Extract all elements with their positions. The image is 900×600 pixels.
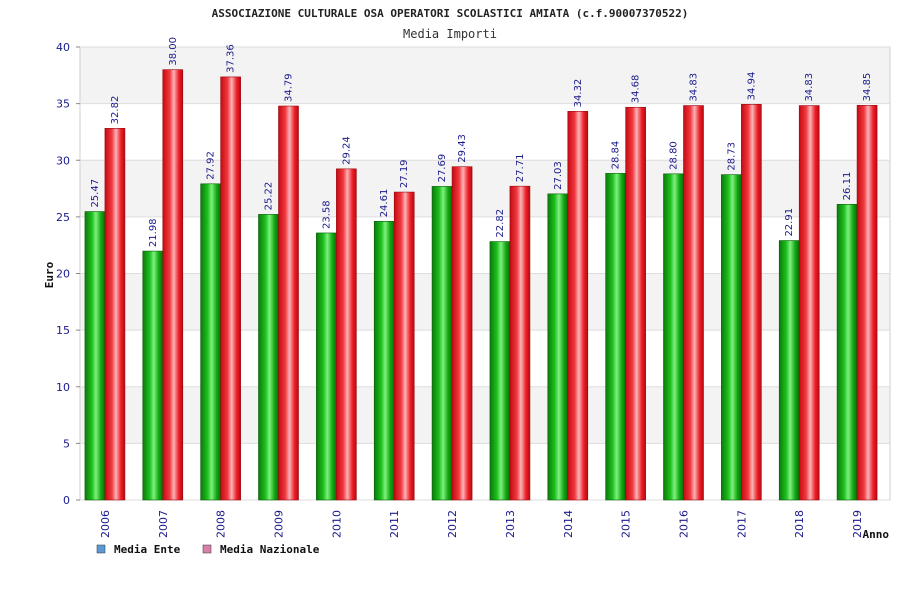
bar-media-nazionale-2008 — [220, 76, 241, 501]
bar-media-ente-2010 — [316, 232, 337, 501]
data-label-media-nazionale: 34.85 — [862, 73, 873, 102]
data-label-media-ente: 28.84 — [611, 141, 622, 170]
bar-media-ente-2018 — [778, 240, 800, 501]
x-tick-label: 2018 — [793, 510, 806, 538]
y-tick-label: 15 — [56, 324, 70, 337]
x-axis-ticks: 2006 2007 2008 2009 2010 2011 2012 2013 2014 2015… — [99, 510, 864, 538]
data-label-media-nazionale: 34.94 — [746, 72, 757, 101]
y-axis-label: Euro — [43, 261, 56, 288]
data-label-media-nazionale: 34.32 — [573, 79, 584, 108]
data-label-media-nazionale: 34.83 — [804, 73, 815, 102]
data-label-media-nazionale: 34.83 — [689, 73, 700, 102]
bar-media-ente-2016 — [663, 173, 684, 501]
data-label-media-nazionale: 29.43 — [457, 134, 468, 163]
data-label-media-ente: 27.03 — [553, 161, 564, 190]
x-tick-label: 2006 — [99, 510, 112, 538]
bar-media-nazionale-2007 — [162, 69, 184, 501]
bar-media-ente-2008 — [200, 183, 221, 501]
data-label-media-ente: 22.82 — [495, 209, 506, 238]
bar-media-nazionale-2009 — [278, 105, 299, 501]
x-tick-label: 2012 — [446, 510, 459, 538]
data-label-media-ente: 24.61 — [379, 189, 390, 218]
x-tick-label: 2016 — [678, 510, 691, 538]
y-tick-label: 0 — [63, 494, 70, 507]
data-label-media-ente: 28.80 — [669, 141, 680, 170]
bar-media-ente-2009 — [258, 214, 279, 501]
bar-media-ente-2014 — [547, 193, 569, 501]
bars-group: 25.47 32.82 21.98 38.00 27.92 37.36 25.22 34.79… — [84, 37, 878, 501]
data-label-media-ente: 23.58 — [321, 200, 332, 229]
bar-media-ente-2017 — [721, 174, 742, 501]
bar-media-ente-2011 — [373, 220, 395, 501]
y-tick-label: 30 — [56, 154, 70, 167]
bar-media-ente-2007 — [142, 250, 164, 501]
bar-media-nazionale-2010 — [336, 168, 357, 501]
bar-media-nazionale-2019 — [856, 105, 878, 501]
plot-band — [80, 47, 890, 104]
chart-title: ASSOCIAZIONE CULTURALE OSA OPERATORI SCO… — [212, 7, 689, 20]
y-tick-label: 5 — [63, 437, 70, 450]
y-tick-label: 40 — [56, 41, 70, 54]
data-label-media-nazionale: 34.79 — [284, 73, 295, 102]
y-tick-label: 35 — [56, 98, 70, 111]
bar-media-nazionale-2017 — [741, 104, 762, 501]
x-tick-label: 2015 — [620, 510, 633, 538]
chart-subtitle: Media Importi — [403, 27, 497, 41]
data-label-media-nazionale: 32.82 — [110, 96, 121, 125]
data-label-media-ente: 22.91 — [784, 208, 795, 237]
data-label-media-ente: 26.11 — [842, 172, 853, 201]
bar-media-nazionale-2013 — [509, 185, 531, 501]
data-label-media-nazionale: 34.68 — [631, 75, 642, 104]
data-label-media-ente: 28.73 — [726, 142, 737, 171]
data-label-media-ente: 27.69 — [437, 154, 448, 183]
data-label-media-nazionale: 37.36 — [226, 44, 237, 73]
bar-media-ente-2013 — [489, 241, 511, 501]
bar-media-nazionale-2016 — [683, 105, 704, 501]
data-label-media-ente: 27.92 — [206, 151, 217, 180]
x-tick-label: 2014 — [562, 510, 575, 538]
y-tick-label: 10 — [56, 381, 70, 394]
data-label-media-nazionale: 29.24 — [341, 136, 352, 165]
bar-media-nazionale-2006 — [104, 128, 126, 501]
x-tick-label: 2019 — [851, 510, 864, 538]
bar-media-nazionale-2011 — [393, 191, 415, 501]
bar-media-ente-2015 — [605, 173, 626, 501]
bar-media-nazionale-2014 — [567, 111, 589, 501]
x-tick-label: 2010 — [330, 510, 343, 538]
legend-label-media-ente: Media Ente — [114, 543, 181, 556]
x-tick-label: 2013 — [504, 510, 517, 538]
bar-media-ente-2012 — [431, 186, 453, 501]
y-axis-ticks: 0 5 10 15 20 25 30 35 40 — [56, 41, 80, 507]
data-label-media-nazionale: 38.00 — [168, 37, 179, 66]
y-tick-label: 20 — [56, 268, 70, 281]
x-tick-label: 2017 — [735, 510, 748, 538]
bar-media-nazionale-2012 — [451, 166, 473, 501]
bar-media-ente-2019 — [836, 204, 858, 501]
x-tick-label: 2009 — [273, 510, 286, 538]
data-label-media-ente: 21.98 — [148, 218, 159, 247]
data-label-media-nazionale: 27.19 — [399, 159, 410, 188]
legend-swatch-media-nazionale — [202, 544, 212, 554]
bar-media-nazionale-2015 — [625, 106, 646, 501]
x-axis-label: Anno — [863, 528, 890, 541]
data-label-media-ente: 25.22 — [264, 182, 275, 211]
x-tick-label: 2007 — [157, 510, 170, 538]
bar-media-ente-2006 — [84, 211, 106, 501]
data-label-media-ente: 25.47 — [90, 179, 101, 208]
x-tick-label: 2008 — [215, 510, 228, 538]
x-tick-label: 2011 — [388, 510, 401, 538]
legend: Media Ente Media Nazionale — [96, 543, 320, 556]
data-label-media-nazionale: 27.71 — [515, 154, 526, 183]
bar-media-nazionale-2018 — [798, 105, 820, 501]
legend-swatch-media-ente — [96, 544, 106, 554]
legend-label-media-nazionale: Media Nazionale — [220, 543, 320, 556]
y-tick-label: 25 — [56, 211, 70, 224]
plot-band — [80, 103, 890, 161]
